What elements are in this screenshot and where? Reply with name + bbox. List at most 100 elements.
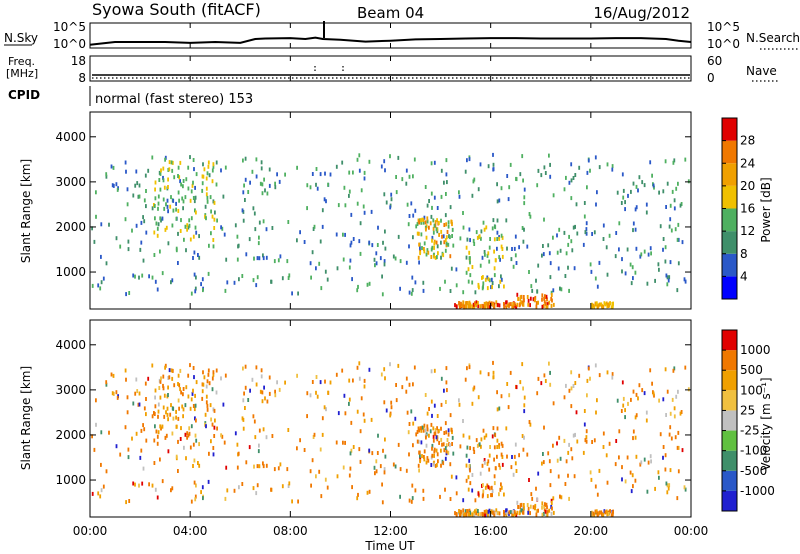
velocity-point xyxy=(379,464,382,469)
power-point xyxy=(463,304,466,309)
power-point xyxy=(432,226,435,231)
velocity-point xyxy=(621,380,624,385)
power-point xyxy=(256,275,259,280)
power-point xyxy=(436,218,438,223)
velocity-point xyxy=(432,438,435,443)
velocity-point xyxy=(608,441,611,446)
velocity-point xyxy=(201,485,204,490)
velocity-point xyxy=(363,384,366,389)
velocity-point xyxy=(417,463,420,468)
velocity-point xyxy=(165,410,167,415)
power-point xyxy=(188,223,191,228)
power-point xyxy=(210,209,212,214)
velocity-point xyxy=(451,442,453,446)
power-point xyxy=(201,277,204,282)
velocity-point xyxy=(447,428,450,433)
power-point xyxy=(309,261,312,266)
velocity-point xyxy=(443,431,446,435)
power-point xyxy=(213,200,216,205)
velocity-point xyxy=(425,443,428,448)
power-point xyxy=(556,250,559,255)
velocity-point xyxy=(344,440,346,445)
velocity-point xyxy=(544,502,546,507)
power-point xyxy=(533,298,536,303)
power-point xyxy=(389,205,392,210)
velocity-point xyxy=(445,366,448,371)
power-point xyxy=(215,182,218,187)
power-point xyxy=(440,255,442,260)
power-colorbar-tick-label: 16 xyxy=(740,202,755,216)
velocity-point xyxy=(321,432,324,437)
velocity-point xyxy=(185,456,187,461)
velocity-point xyxy=(156,441,159,446)
velocity-point xyxy=(500,482,502,487)
velocity-point xyxy=(204,422,206,427)
power-point xyxy=(296,238,298,243)
power-point xyxy=(499,257,501,262)
velocity-point xyxy=(182,392,184,397)
power-point xyxy=(180,182,182,187)
power-point xyxy=(165,225,168,230)
velocity-point xyxy=(210,439,212,444)
power-point xyxy=(95,190,97,195)
power-point xyxy=(426,216,429,221)
velocity-point xyxy=(565,383,567,388)
power-point xyxy=(425,235,428,240)
velocity-point xyxy=(435,448,438,453)
velocity-point xyxy=(486,494,489,499)
power-point xyxy=(252,206,255,211)
velocity-point xyxy=(447,450,450,455)
power-point xyxy=(156,287,159,292)
velocity-point xyxy=(549,483,552,488)
velocity-point xyxy=(390,400,393,405)
velocity-point xyxy=(445,443,448,448)
velocity-point xyxy=(433,403,436,408)
range-tick-label: 4000 xyxy=(55,338,86,352)
power-point xyxy=(352,237,355,241)
velocity-point xyxy=(326,485,329,490)
colorbar-segment xyxy=(722,140,737,164)
velocity-point xyxy=(167,393,169,397)
velocity-point xyxy=(154,395,156,400)
power-point xyxy=(496,199,499,204)
velocity-point xyxy=(160,426,162,431)
power-point xyxy=(548,300,551,305)
velocity-point xyxy=(93,447,96,452)
power-point xyxy=(568,234,570,239)
velocity-point xyxy=(412,443,414,448)
power-point xyxy=(384,229,386,234)
power-point xyxy=(479,162,482,167)
velocity-point xyxy=(316,394,319,399)
velocity-point xyxy=(630,397,632,402)
power-point xyxy=(587,158,590,163)
power-point xyxy=(614,254,617,259)
power-point xyxy=(548,251,551,256)
power-point xyxy=(205,192,208,197)
velocity-point xyxy=(492,426,495,431)
power-point xyxy=(162,178,165,183)
power-point xyxy=(450,266,453,271)
power-point xyxy=(223,232,226,237)
power-point xyxy=(161,271,164,276)
power-point xyxy=(266,191,269,196)
power-point xyxy=(520,300,523,305)
power-point xyxy=(434,220,437,225)
velocity-point xyxy=(408,422,411,426)
power-point xyxy=(471,304,474,309)
power-point xyxy=(476,235,479,240)
velocity-point xyxy=(491,493,493,498)
power-point xyxy=(518,303,521,308)
velocity-point xyxy=(166,412,169,417)
velocity-point xyxy=(221,434,224,439)
velocity-point xyxy=(407,430,410,435)
power-point xyxy=(477,283,480,288)
power-point xyxy=(506,246,508,251)
velocity-point xyxy=(469,510,471,515)
velocity-point xyxy=(175,454,178,459)
velocity-point xyxy=(583,422,586,427)
power-point xyxy=(204,214,206,219)
velocity-point xyxy=(260,374,263,379)
velocity-point xyxy=(496,510,499,515)
power-point xyxy=(669,203,672,208)
nave-right-tick-top: 60 xyxy=(707,54,722,68)
